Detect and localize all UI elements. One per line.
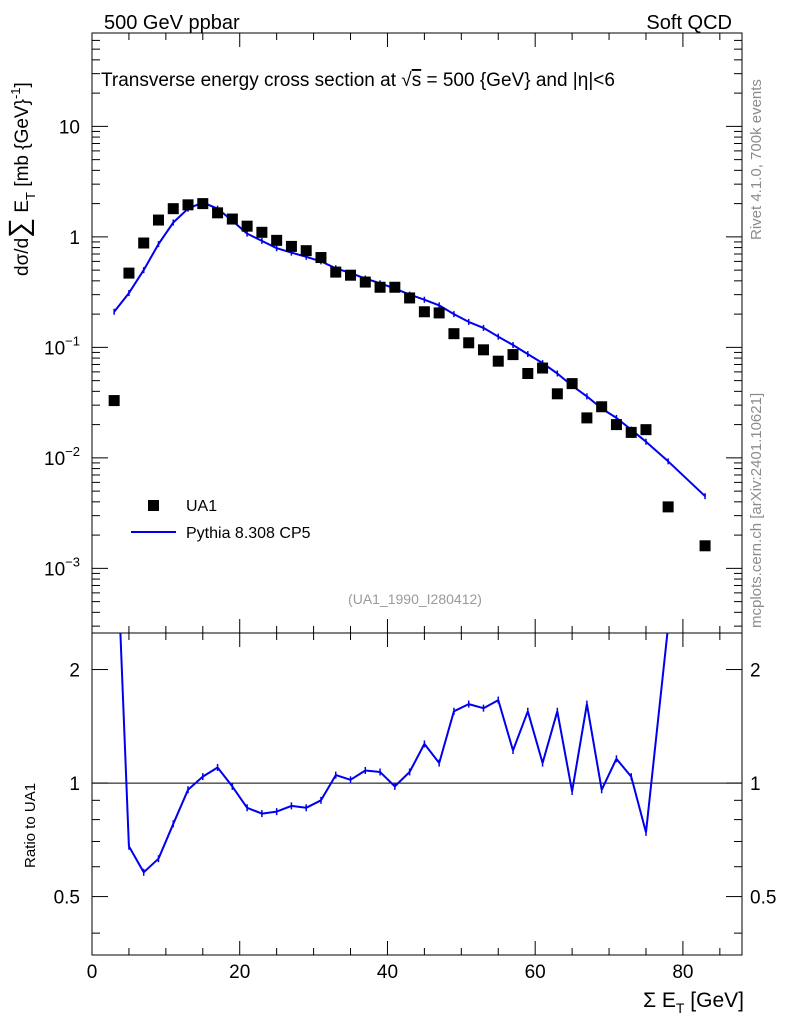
main-y-tick-label-1: 1 xyxy=(69,228,80,249)
xlabel-part-2: T xyxy=(676,1000,685,1016)
ua1-point-11 xyxy=(271,234,283,246)
legend-label-ua1: UA1 xyxy=(186,498,217,515)
ua1-point-36 xyxy=(640,424,652,436)
x-tick-label-2: 40 xyxy=(377,962,398,983)
ua1-point-35 xyxy=(625,426,637,438)
main-y-tick-label-0: 10 xyxy=(59,117,80,138)
title-part-1: Transverse energy cross section at xyxy=(101,70,401,91)
header-left-label: 500 GeV ppbar xyxy=(104,12,240,34)
ua1-point-25 xyxy=(477,344,489,356)
title-part-2: s xyxy=(412,70,422,91)
ratio-axis-ticks xyxy=(91,633,742,955)
ylabel-part-3: E xyxy=(12,200,33,218)
ratio-y-tick-label-right-2: 2 xyxy=(750,661,761,682)
rivet-version-label: Rivet 4.1.0, 700k events xyxy=(748,79,765,240)
ua1-point-4 xyxy=(167,203,179,215)
ratio-y-axis-label: Ratio to UA1 xyxy=(22,783,39,868)
title-sqrt-sign: √ xyxy=(401,70,412,91)
xlabel-part-1: Σ E xyxy=(643,989,676,1012)
ua1-point-14 xyxy=(315,252,327,264)
main-y-axis-label: dσ/d∑ ET [mb {GeV}-1] xyxy=(3,82,38,276)
ua1-point-23 xyxy=(448,328,460,340)
x-tick-labels: 0 20 40 60 80 xyxy=(87,962,694,983)
ua1-point-33 xyxy=(596,401,608,413)
series-ratio xyxy=(119,632,669,876)
ua1-point-21 xyxy=(418,306,430,318)
ua1-point-27 xyxy=(507,349,519,361)
ylabel-part-2: ∑ xyxy=(3,218,34,238)
x-tick-label-1: 20 xyxy=(229,962,250,983)
main-y-tick-label-4: 10−3 xyxy=(44,554,80,580)
main-axis-ticks xyxy=(91,32,742,633)
legend-marker-ua1 xyxy=(148,500,159,511)
title-part-5: |<6 xyxy=(588,70,615,91)
x-axis-label: Σ ET [GeV] xyxy=(643,989,744,1016)
ua1-point-32 xyxy=(581,412,593,424)
ua1-point-38 xyxy=(699,540,711,552)
title-part-4: η xyxy=(578,70,589,91)
ua1-point-16 xyxy=(345,269,357,281)
ua1-point-22 xyxy=(433,307,445,319)
analysis-id-label: (UA1_1990_I280412) xyxy=(348,591,482,607)
xlabel-part-3: [GeV] xyxy=(684,989,744,1012)
chart-title: Transverse energy cross section at √s = … xyxy=(101,70,615,91)
ylabel-part-4: T xyxy=(23,192,38,200)
main-panel: 10 1 10−1 10−2 10−3 Transverse energy cross … xyxy=(3,32,743,634)
ua1-point-37 xyxy=(662,501,674,513)
ua1-point-28 xyxy=(522,368,534,380)
series-pythia xyxy=(113,199,706,500)
ratio-y-tick-label-right-0: 0.5 xyxy=(750,888,776,909)
ua1-point-8 xyxy=(226,213,238,225)
legend-label-pythia: Pythia 8.308 CP5 xyxy=(186,525,311,542)
ua1-point-24 xyxy=(463,337,475,349)
main-plot-frame xyxy=(91,32,743,634)
ua1-point-13 xyxy=(300,245,312,257)
ua1-point-20 xyxy=(404,292,416,304)
ratio-plot-frame xyxy=(91,632,743,956)
ratio-y-tick-labels: 0.5 0.5 1 1 2 2 xyxy=(54,661,777,909)
pythia-line xyxy=(113,201,706,497)
x-tick-label-3: 60 xyxy=(525,962,546,983)
x-tick-label-0: 0 xyxy=(87,962,98,983)
main-y-tick-label-3: 10−2 xyxy=(44,444,80,470)
legend: UA1 Pythia 8.308 CP5 xyxy=(131,498,311,542)
ua1-point-6 xyxy=(197,198,209,210)
ua1-point-31 xyxy=(566,378,578,390)
ua1-point-18 xyxy=(374,281,386,293)
main-y-tick-labels: 10 1 10−1 10−2 10−3 xyxy=(44,117,80,580)
ua1-point-7 xyxy=(212,207,224,219)
ylabel-part-7: ] xyxy=(12,82,33,87)
ua1-point-26 xyxy=(492,355,504,367)
mcplots-site-label: mcplots.cern.ch [arXiv:2401.10621] xyxy=(748,393,765,628)
ratio-y-tick-label-left-2: 2 xyxy=(69,661,80,682)
ylabel-part-5: [mb {GeV} xyxy=(12,99,33,192)
ua1-point-9 xyxy=(241,220,253,232)
ua1-point-12 xyxy=(285,240,297,252)
x-tick-label-4: 80 xyxy=(672,962,693,983)
ua1-point-19 xyxy=(389,281,401,293)
ua1-point-30 xyxy=(551,388,563,400)
main-y-tick-label-2: 10−1 xyxy=(44,333,80,359)
ua1-point-29 xyxy=(537,362,549,374)
header-right-label: Soft QCD xyxy=(646,12,732,34)
ratio-line xyxy=(119,632,669,874)
ratio-y-tick-label-left-0: 0.5 xyxy=(54,888,80,909)
title-part-3: = 500 {GeV} and | xyxy=(421,70,578,91)
ua1-point-5 xyxy=(182,199,194,211)
ylabel-part-6: -1 xyxy=(8,87,23,99)
ratio-y-tick-label-left-1: 1 xyxy=(69,774,80,795)
ratio-panel: 0.5 0.5 1 1 2 2 0 20 40 60 80 Ratio to UA1 Σ ET [… xyxy=(22,632,777,1016)
ua1-point-2 xyxy=(138,237,150,249)
ua1-point-10 xyxy=(256,226,268,238)
ylabel-part-1: dσ/d xyxy=(12,238,33,276)
ua1-point-17 xyxy=(359,276,371,288)
ua1-point-0 xyxy=(108,395,120,407)
ratio-y-tick-label-right-1: 1 xyxy=(750,774,761,795)
ua1-point-15 xyxy=(330,266,342,278)
ua1-point-1 xyxy=(123,267,135,279)
ua1-point-3 xyxy=(152,214,164,226)
series-ua1 xyxy=(108,198,711,552)
ua1-point-34 xyxy=(610,419,622,431)
